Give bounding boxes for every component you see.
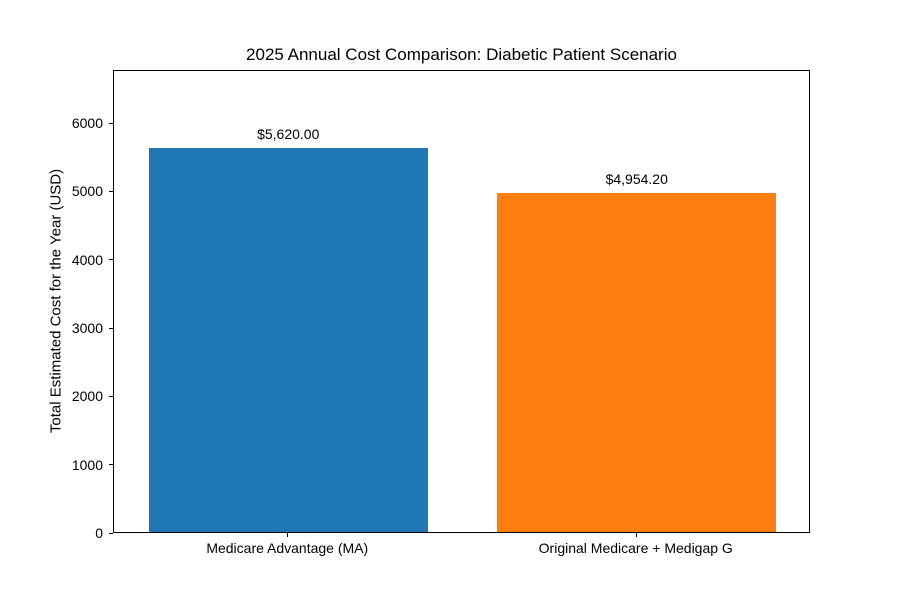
chart-title: 2025 Annual Cost Comparison: Diabetic Pa… — [246, 45, 677, 64]
bar-value-label-0: $5,620.00 — [257, 126, 320, 142]
bar-1 — [497, 193, 777, 532]
y-tick-mark-1 — [109, 464, 113, 466]
y-tick-mark-0 — [109, 532, 113, 534]
y-tick-label-2: 2000 — [71, 388, 103, 405]
x-tick-label-0: Medicare Advantage (MA) — [206, 540, 369, 556]
y-tick-label-6: 6000 — [71, 115, 103, 132]
x-tick-mark-1 — [635, 533, 637, 537]
y-tick-mark-3 — [109, 327, 113, 329]
y-tick-mark-4 — [109, 259, 113, 261]
y-tick-mark-5 — [109, 190, 113, 192]
x-tick-mark-0 — [287, 533, 289, 537]
y-tick-mark-6 — [109, 122, 113, 124]
x-tick-label-1: Original Medicare + Medigap G — [538, 540, 733, 556]
y-tick-label-5: 5000 — [71, 183, 103, 200]
y-tick-label-1: 1000 — [71, 456, 103, 473]
bar-value-label-1: $4,954.20 — [605, 171, 668, 188]
plot-area: $5,620.00 $4,954.20 — [113, 70, 810, 533]
bar-0 — [148, 148, 428, 532]
y-tick-mark-2 — [109, 395, 113, 397]
y-tick-label-3: 3000 — [71, 320, 103, 336]
y-tick-label-4: 4000 — [71, 251, 103, 268]
y-tick-label-0: 0 — [95, 525, 103, 541]
